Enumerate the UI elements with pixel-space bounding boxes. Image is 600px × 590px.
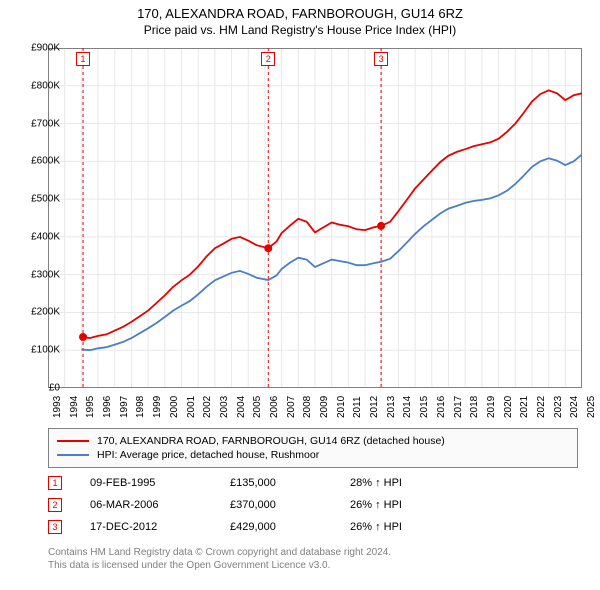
sale-marker-box: 2 bbox=[261, 52, 275, 66]
x-axis-tick: 2007 bbox=[286, 396, 297, 418]
chart-title-address: 170, ALEXANDRA ROAD, FARNBOROUGH, GU14 6… bbox=[0, 6, 600, 21]
x-axis-tick: 1993 bbox=[52, 396, 63, 418]
sale-date: 17-DEC-2012 bbox=[90, 521, 230, 533]
x-axis-tick: 2003 bbox=[219, 396, 230, 418]
x-axis-tick: 2020 bbox=[503, 396, 514, 418]
x-axis-tick: 2001 bbox=[186, 396, 197, 418]
footer-line2: This data is licensed under the Open Gov… bbox=[48, 559, 578, 572]
sale-table-row: 2 06-MAR-2006£370,00026% ↑ HPI bbox=[48, 494, 470, 516]
footer-line1: Contains HM Land Registry data © Crown c… bbox=[48, 546, 578, 559]
x-axis-tick: 2006 bbox=[269, 396, 280, 418]
sale-hpi-diff: 26% ↑ HPI bbox=[350, 521, 470, 533]
x-axis-tick: 2017 bbox=[453, 396, 464, 418]
legend-label: HPI: Average price, detached house, Rush… bbox=[97, 449, 319, 461]
sale-price: £370,000 bbox=[230, 499, 350, 511]
legend-item: 170, ALEXANDRA ROAD, FARNBOROUGH, GU14 6… bbox=[57, 435, 569, 447]
x-axis-tick: 2000 bbox=[169, 396, 180, 418]
x-axis-tick: 2023 bbox=[553, 396, 564, 418]
x-axis-tick: 2013 bbox=[386, 396, 397, 418]
x-axis-tick: 2019 bbox=[486, 396, 497, 418]
sale-table-row: 3 17-DEC-2012£429,00026% ↑ HPI bbox=[48, 516, 470, 538]
x-axis-tick: 2005 bbox=[252, 396, 263, 418]
line-chart-svg bbox=[48, 48, 582, 388]
sales-table: 1 09-FEB-1995£135,00028% ↑ HPI 2 06-MAR-200… bbox=[48, 472, 470, 538]
chart-area bbox=[48, 48, 582, 388]
x-axis-tick: 2016 bbox=[436, 396, 447, 418]
y-axis-tick: £800K bbox=[8, 80, 60, 91]
y-axis-tick: £100K bbox=[8, 345, 60, 356]
sale-marker-box: 1 bbox=[76, 52, 90, 66]
x-axis-tick: 2010 bbox=[336, 396, 347, 418]
x-axis-tick: 2008 bbox=[302, 396, 313, 418]
x-axis-tick: 1995 bbox=[85, 396, 96, 418]
y-axis-tick: £200K bbox=[8, 307, 60, 318]
x-axis-tick: 2018 bbox=[469, 396, 480, 418]
x-axis-tick: 2011 bbox=[352, 396, 363, 418]
legend-swatch bbox=[57, 454, 89, 456]
sale-marker-box: 3 bbox=[374, 52, 388, 66]
sale-index-box: 2 bbox=[48, 498, 62, 512]
sale-table-row: 1 09-FEB-1995£135,00028% ↑ HPI bbox=[48, 472, 470, 494]
y-axis-tick: £300K bbox=[8, 269, 60, 280]
x-axis-tick: 2021 bbox=[519, 396, 530, 418]
sale-index-box: 3 bbox=[48, 520, 62, 534]
sale-index-box: 1 bbox=[48, 476, 62, 490]
legend-item: HPI: Average price, detached house, Rush… bbox=[57, 449, 569, 461]
x-axis-tick: 2015 bbox=[419, 396, 430, 418]
x-axis-tick: 1997 bbox=[119, 396, 130, 418]
x-axis-tick: 1999 bbox=[152, 396, 163, 418]
legend-box: 170, ALEXANDRA ROAD, FARNBOROUGH, GU14 6… bbox=[48, 428, 578, 468]
y-axis-tick: £600K bbox=[8, 156, 60, 167]
sale-price: £429,000 bbox=[230, 521, 350, 533]
y-axis-tick: £0 bbox=[8, 383, 60, 394]
x-axis-tick: 2025 bbox=[586, 396, 597, 418]
x-axis-tick: 1996 bbox=[102, 396, 113, 418]
footer-attribution: Contains HM Land Registry data © Crown c… bbox=[48, 546, 578, 572]
x-axis-tick: 2014 bbox=[402, 396, 413, 418]
y-axis-tick: £400K bbox=[8, 231, 60, 242]
sale-hpi-diff: 26% ↑ HPI bbox=[350, 499, 470, 511]
x-axis-tick: 1998 bbox=[135, 396, 146, 418]
y-axis-tick: £900K bbox=[8, 43, 60, 54]
y-axis-tick: £700K bbox=[8, 118, 60, 129]
x-axis-tick: 2022 bbox=[536, 396, 547, 418]
x-axis-tick: 2002 bbox=[202, 396, 213, 418]
legend-label: 170, ALEXANDRA ROAD, FARNBOROUGH, GU14 6… bbox=[97, 435, 445, 447]
chart-title-sub: Price paid vs. HM Land Registry's House … bbox=[0, 23, 600, 37]
legend-swatch bbox=[57, 440, 89, 442]
x-axis-tick: 2012 bbox=[369, 396, 380, 418]
x-axis-tick: 2009 bbox=[319, 396, 330, 418]
sale-date: 06-MAR-2006 bbox=[90, 499, 230, 511]
x-axis-tick: 1994 bbox=[69, 396, 80, 418]
sale-price: £135,000 bbox=[230, 477, 350, 489]
x-axis-tick: 2024 bbox=[569, 396, 580, 418]
sale-hpi-diff: 28% ↑ HPI bbox=[350, 477, 470, 489]
y-axis-tick: £500K bbox=[8, 194, 60, 205]
x-axis-tick: 2004 bbox=[236, 396, 247, 418]
sale-date: 09-FEB-1995 bbox=[90, 477, 230, 489]
